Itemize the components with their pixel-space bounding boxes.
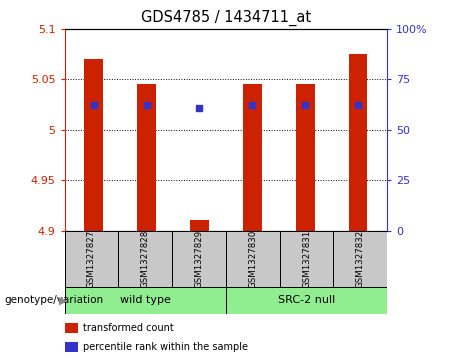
- Bar: [65, 323, 78, 333]
- Text: GSM1327832: GSM1327832: [356, 229, 365, 288]
- Bar: [118, 231, 172, 287]
- Text: percentile rank within the sample: percentile rank within the sample: [83, 342, 248, 352]
- Bar: [137, 85, 156, 231]
- Bar: [243, 85, 261, 231]
- Text: SRC-2 null: SRC-2 null: [278, 295, 335, 305]
- Text: GSM1327829: GSM1327829: [195, 229, 203, 288]
- Bar: [65, 287, 226, 314]
- Text: wild type: wild type: [120, 295, 171, 305]
- Bar: [226, 287, 387, 314]
- Title: GDS4785 / 1434711_at: GDS4785 / 1434711_at: [141, 10, 311, 26]
- Bar: [296, 85, 314, 231]
- Bar: [333, 231, 387, 287]
- Text: GSM1327831: GSM1327831: [302, 229, 311, 288]
- Bar: [172, 231, 226, 287]
- Text: GSM1327830: GSM1327830: [248, 229, 257, 288]
- Bar: [349, 54, 367, 231]
- Text: transformed count: transformed count: [83, 323, 173, 333]
- Bar: [226, 231, 280, 287]
- Bar: [190, 220, 209, 231]
- Text: ▶: ▶: [59, 295, 67, 305]
- Bar: [84, 59, 103, 231]
- Bar: [65, 342, 78, 352]
- Text: GSM1327827: GSM1327827: [87, 229, 96, 288]
- Bar: [65, 231, 118, 287]
- Bar: [280, 231, 333, 287]
- Text: genotype/variation: genotype/variation: [5, 295, 104, 305]
- Text: GSM1327828: GSM1327828: [141, 229, 150, 288]
